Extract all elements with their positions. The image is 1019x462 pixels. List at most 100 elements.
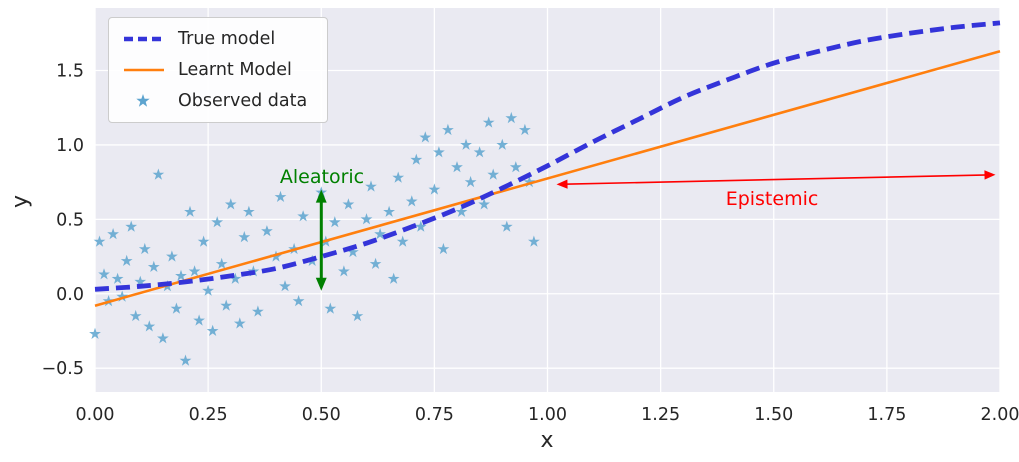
- legend-item-observed-data: Observed data: [122, 91, 307, 111]
- scatter-point: [292, 295, 305, 307]
- scatter-point: [138, 242, 151, 255]
- scatter-point: [229, 272, 242, 284]
- y-tick-label: 0.5: [56, 210, 84, 230]
- scatter-point: [143, 320, 156, 332]
- scatter-point: [464, 175, 477, 188]
- scatter-point: [233, 317, 246, 329]
- legend-item-learnt-model: Learnt Model: [122, 60, 307, 80]
- scatter-point: [157, 332, 169, 344]
- annotation-arrow-line: [564, 174, 988, 185]
- scatter-point: [419, 131, 432, 143]
- legend-item-true-model: True model: [122, 29, 307, 49]
- aleatoric-annotation-label: Aleatoric: [279, 166, 365, 188]
- scatter-point: [473, 146, 486, 158]
- scatter-point: [505, 111, 518, 124]
- scatter-point: [496, 138, 509, 150]
- scatter-point: [238, 231, 251, 243]
- arrowhead: [556, 179, 568, 189]
- legend-label-learnt-model: Learnt Model: [178, 60, 292, 80]
- scatter-point: [220, 299, 233, 311]
- scatter-point: [252, 305, 264, 317]
- scatter-point: [487, 168, 500, 180]
- scatter-point: [279, 280, 291, 292]
- x-tick-label: 2.00: [981, 405, 1019, 425]
- scatter-point: [98, 268, 110, 280]
- solid-line-icon: [124, 68, 164, 72]
- x-tick-label: 1.25: [641, 405, 680, 425]
- scatter-point: [396, 235, 409, 247]
- scatter-point: [365, 180, 377, 192]
- arrowhead: [315, 189, 327, 203]
- scatter-point: [437, 242, 450, 255]
- scatter-point: [405, 195, 418, 207]
- x-tick-label: 1.75: [867, 405, 906, 425]
- scatter-point: [338, 265, 350, 277]
- scatter-point: [324, 302, 337, 314]
- true-model-line: [94, 20, 1001, 292]
- scatter-point: [179, 354, 192, 366]
- legend-label-true-model: True model: [178, 29, 276, 49]
- scatter-point: [166, 250, 178, 262]
- scatter-point: [134, 275, 147, 287]
- x-tick-label: 0.75: [415, 405, 454, 425]
- arrowhead: [315, 277, 327, 291]
- scatter-point: [528, 235, 540, 247]
- scatter-point: [451, 161, 463, 173]
- scatter-point: [374, 228, 386, 240]
- scatter-point: [455, 205, 468, 217]
- scatter-point: [509, 161, 522, 173]
- scatter-point: [342, 198, 355, 210]
- x-axis-label: x: [540, 428, 554, 453]
- scatter-point: [261, 225, 273, 237]
- y-tick-label: −0.5: [42, 359, 85, 379]
- scatter-point: [482, 116, 495, 128]
- scatter-point: [120, 254, 133, 266]
- scatter-point: [297, 210, 309, 222]
- scatter-point: [478, 198, 490, 210]
- x-tick-label: 0.00: [76, 405, 115, 425]
- scatter-point: [152, 168, 165, 180]
- x-tick-label: 0.50: [302, 405, 341, 425]
- epistemic-annotation-label: Epistemic: [725, 188, 819, 210]
- scatter-point: [360, 213, 373, 225]
- scatter-point: [197, 235, 210, 247]
- scatter-point: [351, 309, 364, 322]
- y-axis-label: y: [8, 194, 34, 209]
- scatter-point: [202, 284, 214, 296]
- scatter-point: [428, 183, 441, 195]
- x-tick-label: 1.50: [754, 405, 793, 425]
- scatter-point: [519, 123, 531, 136]
- y-tick-label: 1.5: [56, 62, 84, 82]
- scatter-point: [433, 146, 445, 158]
- scatter-point: [93, 235, 106, 247]
- scatter-point: [107, 228, 119, 240]
- scatter-point: [410, 153, 423, 165]
- scatter-point: [111, 272, 124, 284]
- scatter-point: [387, 272, 400, 284]
- scatter-point: [383, 205, 395, 217]
- scatter-point: [206, 324, 219, 336]
- scatter-point: [500, 220, 513, 232]
- scatter-point: [414, 220, 427, 232]
- scatter-point: [460, 138, 472, 150]
- scatter-point: [89, 327, 101, 339]
- scatter-point: [116, 290, 128, 302]
- x-tick-label: 0.25: [189, 405, 228, 425]
- star-marker-icon: [136, 94, 150, 107]
- scatter-point: [224, 198, 237, 210]
- dashed-line-icon: [124, 36, 164, 42]
- scatter-point: [129, 309, 142, 322]
- scatter-point: [369, 257, 382, 269]
- learnt-model-line: [94, 49, 1001, 307]
- legend: True model Learnt Model Observed data: [108, 17, 329, 123]
- y-tick-label: 0.0: [56, 285, 84, 305]
- scatter-point: [523, 175, 536, 188]
- scatter-point: [392, 171, 405, 183]
- scatter-point: [243, 205, 255, 217]
- scatter-point: [328, 216, 341, 228]
- scatter-point: [170, 302, 183, 314]
- arrowhead: [984, 170, 996, 180]
- scatter-point: [215, 257, 228, 269]
